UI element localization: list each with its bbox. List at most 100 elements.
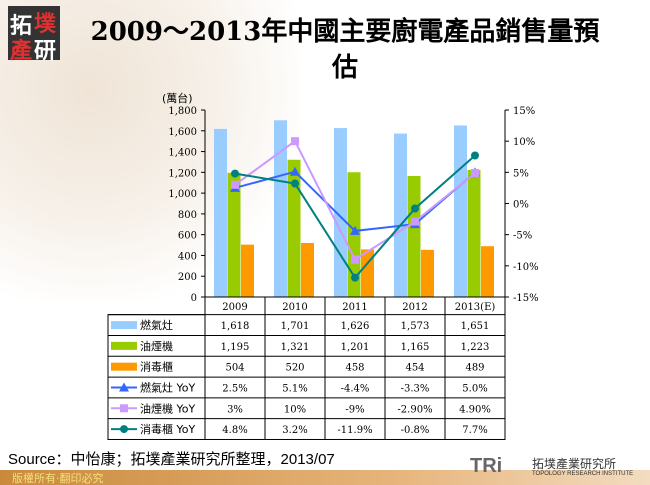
- legend-marker: [119, 382, 129, 392]
- chart-title: 2009～2013年中國主要廚電產品銷售量預估: [90, 17, 600, 83]
- bar-消毒櫃: [241, 244, 254, 297]
- data-label: 458: [345, 363, 364, 374]
- y-axis-unit: (萬台): [162, 92, 193, 105]
- point-油煙機 YoY: [411, 217, 419, 226]
- data-label: 3.2%: [282, 425, 307, 436]
- data-label: 1,165: [401, 342, 430, 353]
- point-油煙機 YoY: [231, 180, 239, 189]
- bar-油煙機: [227, 172, 241, 297]
- data-label: -0.8%: [401, 425, 430, 436]
- legend-label: 燃氣灶: [140, 318, 173, 332]
- y2-tick-label: 0%: [513, 200, 529, 211]
- y-tick-label: 1,400: [168, 148, 197, 159]
- y-tick-label: 1,200: [168, 168, 197, 179]
- logo-char: 拓: [10, 14, 33, 39]
- legend-label: 燃氣灶 YoY: [140, 380, 195, 394]
- data-label: -9%: [345, 404, 364, 415]
- data-label: 1,626: [341, 321, 370, 332]
- data-label: 3%: [227, 404, 243, 415]
- category-label: 2009: [222, 302, 247, 313]
- bar-燃氣灶: [214, 128, 227, 297]
- y-tick-label: 400: [178, 251, 197, 262]
- point-消毒櫃 YoY: [231, 169, 239, 178]
- point-消毒櫃 YoY: [351, 273, 359, 282]
- data-label: -2.90%: [397, 404, 432, 415]
- legend-label: 消毒櫃: [140, 360, 173, 374]
- data-label: 4.8%: [222, 425, 247, 436]
- legend-label: 消毒櫃 YoY: [140, 422, 195, 436]
- point-消毒櫃 YoY: [291, 179, 299, 188]
- data-label: 489: [465, 363, 484, 374]
- data-label: 5.1%: [282, 383, 307, 394]
- category-label: 2013(E): [455, 302, 496, 313]
- point-消毒櫃 YoY: [471, 151, 479, 160]
- y-tick-label: 200: [178, 272, 197, 283]
- data-label: 1,195: [221, 342, 250, 353]
- y2-tick-label: 10%: [513, 137, 535, 148]
- y-tick-label: 1,600: [168, 127, 197, 138]
- y-tick-label: 0: [191, 293, 197, 304]
- bar-燃氣灶: [454, 125, 467, 297]
- bar-油煙機: [287, 159, 301, 297]
- data-label: 10%: [284, 404, 306, 415]
- legend-marker: [120, 404, 128, 413]
- brand-mark: TRi: [470, 455, 503, 477]
- y-tick-label: 1,000: [168, 189, 197, 200]
- data-label: 454: [405, 363, 424, 374]
- legend-key: [111, 321, 137, 330]
- y2-tick-label: 15%: [513, 106, 535, 117]
- data-label: 1,223: [461, 342, 490, 353]
- logo: 拓 墣 產 研: [8, 6, 60, 64]
- y2-tick-label: -10%: [513, 262, 539, 273]
- bar-消毒櫃: [481, 246, 494, 297]
- legend-label: 油煙機: [140, 339, 173, 353]
- data-label: 5.0%: [462, 383, 487, 394]
- bar-燃氣灶: [274, 120, 287, 297]
- brand-name-cn: 拓墣產業研究所: [532, 457, 617, 471]
- y-tick-label: 1,800: [168, 106, 197, 117]
- copyright: 版權所有‧翻印必究: [12, 472, 104, 485]
- category-label: 2012: [402, 302, 427, 313]
- data-label: 2.5%: [222, 383, 247, 394]
- category-label: 2010: [282, 302, 307, 313]
- legend-marker: [120, 425, 128, 434]
- y2-tick-label: -5%: [513, 231, 532, 242]
- point-油煙機 YoY: [351, 255, 359, 264]
- legend-key: [111, 362, 137, 371]
- bar-消毒櫃: [301, 242, 314, 297]
- bar-消毒櫃: [361, 249, 374, 297]
- data-label: 1,651: [461, 321, 490, 332]
- data-label: 1,701: [281, 321, 310, 332]
- point-燃氣灶 YoY: [290, 166, 300, 176]
- data-label: -3.3%: [401, 383, 430, 394]
- brand-name-en: TOPOLOGY RESEARCH INSTITUTE: [532, 471, 634, 477]
- source-note: Source：中怡康；拓墣產業研究所整理，2013/07: [8, 451, 335, 468]
- data-label: 1,201: [341, 342, 370, 353]
- data-label: -4.4%: [341, 383, 370, 394]
- logo-char: 研: [34, 39, 57, 64]
- point-燃氣灶 YoY: [350, 225, 360, 235]
- point-油煙機 YoY: [291, 137, 299, 146]
- y-tick-label: 600: [178, 231, 197, 242]
- data-label: 7.7%: [462, 425, 487, 436]
- bar-油煙機: [407, 175, 421, 297]
- bar-燃氣灶: [334, 128, 347, 297]
- point-消毒櫃 YoY: [411, 204, 419, 213]
- bar-油煙機: [467, 169, 481, 297]
- legend-key: [111, 341, 137, 350]
- data-label: -11.9%: [337, 425, 372, 436]
- bar-燃氣灶: [394, 133, 407, 297]
- data-label: 504: [225, 363, 244, 374]
- data-label: 520: [285, 363, 304, 374]
- footer-bar: [0, 470, 650, 485]
- y-tick-label: 800: [178, 210, 197, 221]
- bar-消毒櫃: [421, 249, 434, 297]
- data-label: 1,573: [401, 321, 430, 332]
- logo-char: 產: [10, 39, 33, 64]
- y2-tick-label: 5%: [513, 168, 529, 179]
- data-label: 4.90%: [459, 404, 491, 415]
- point-油煙機 YoY: [471, 168, 479, 177]
- data-label: 1,618: [221, 321, 250, 332]
